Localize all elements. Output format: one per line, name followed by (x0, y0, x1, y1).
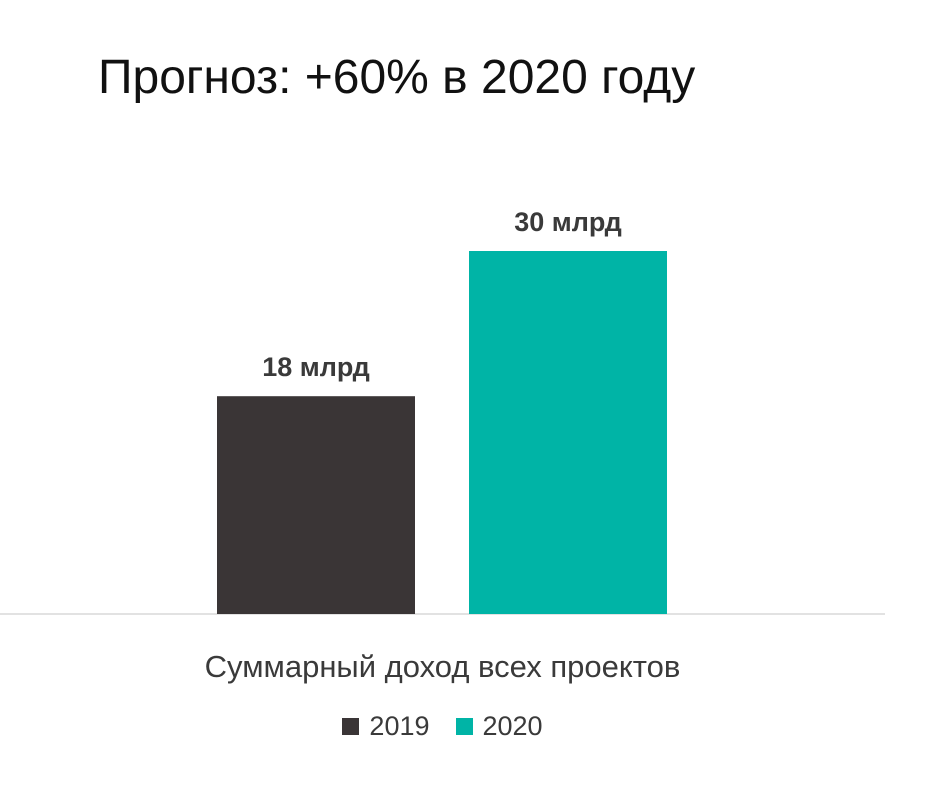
legend-swatch-2019 (342, 717, 360, 735)
legend-item-2020: 2020 (455, 708, 543, 744)
bar-chart: 18 млрд 30 млрд (0, 207, 885, 615)
data-label-2020: 30 млрд (514, 207, 622, 237)
category-label: Суммарный доход всех проектов (204, 649, 681, 684)
legend-swatch-2020 (455, 717, 473, 735)
data-label-2019: 18 млрд (262, 352, 370, 382)
legend: 2019 2020 (0, 708, 885, 744)
chart-title: Прогноз: +60% в 2020 году (98, 51, 696, 104)
legend-item-2019: 2019 (342, 708, 430, 744)
bar-2019 (217, 396, 415, 614)
bars-layer: 18 млрд 30 млрд (217, 207, 667, 614)
legend-label-2019: 2019 (369, 711, 430, 741)
legend-label-2020: 2020 (482, 711, 543, 741)
bar-2020 (469, 251, 667, 614)
